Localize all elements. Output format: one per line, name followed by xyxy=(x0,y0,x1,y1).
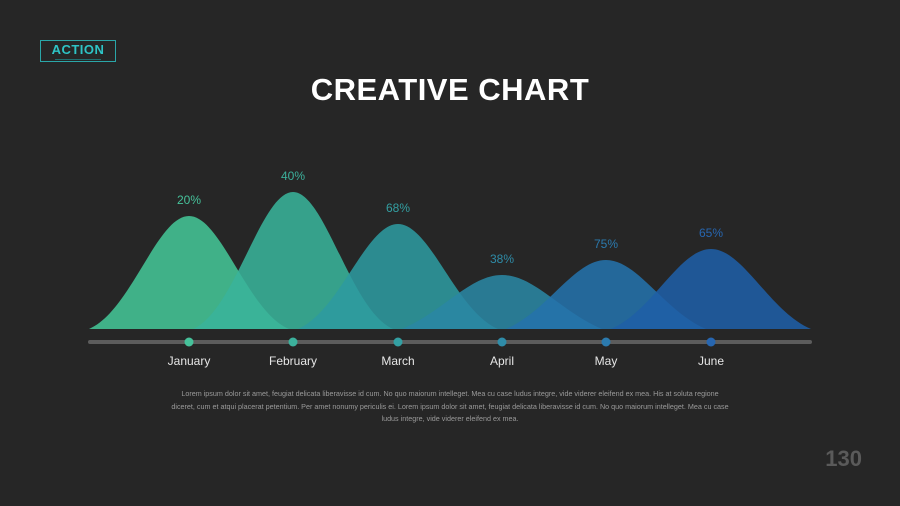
x-tick-label: May xyxy=(595,354,618,368)
timeline-dot xyxy=(393,337,403,347)
brand-logo: ACTION xyxy=(40,40,116,62)
value-label: 65% xyxy=(699,226,723,240)
timeline-dot xyxy=(184,337,194,347)
x-tick-label: March xyxy=(381,354,414,368)
body-paragraph: Lorem ipsum dolor sit amet, feugiat deli… xyxy=(171,389,729,423)
timeline-dot xyxy=(601,337,611,347)
value-label: 68% xyxy=(386,201,410,215)
timeline-dot xyxy=(706,337,716,347)
page-number: 130 xyxy=(825,446,862,471)
logo-underline xyxy=(55,59,101,60)
x-tick-label: February xyxy=(269,354,317,368)
value-label: 38% xyxy=(490,252,514,266)
timeline-dot xyxy=(497,337,507,347)
x-tick-label: June xyxy=(698,354,724,368)
peak-area-chart: 20% 40% 68% 38% 75% 65% January February March Ap… xyxy=(88,169,812,368)
value-label: 75% xyxy=(594,237,618,251)
value-label: 40% xyxy=(281,169,305,183)
timeline-dot xyxy=(288,337,298,347)
logo-text: ACTION xyxy=(51,42,105,57)
x-tick-label: April xyxy=(490,354,514,368)
slide-title: CREATIVE CHART xyxy=(310,72,590,107)
value-label: 20% xyxy=(177,193,201,207)
peak-area-june xyxy=(611,249,811,329)
x-tick-label: January xyxy=(168,354,211,368)
